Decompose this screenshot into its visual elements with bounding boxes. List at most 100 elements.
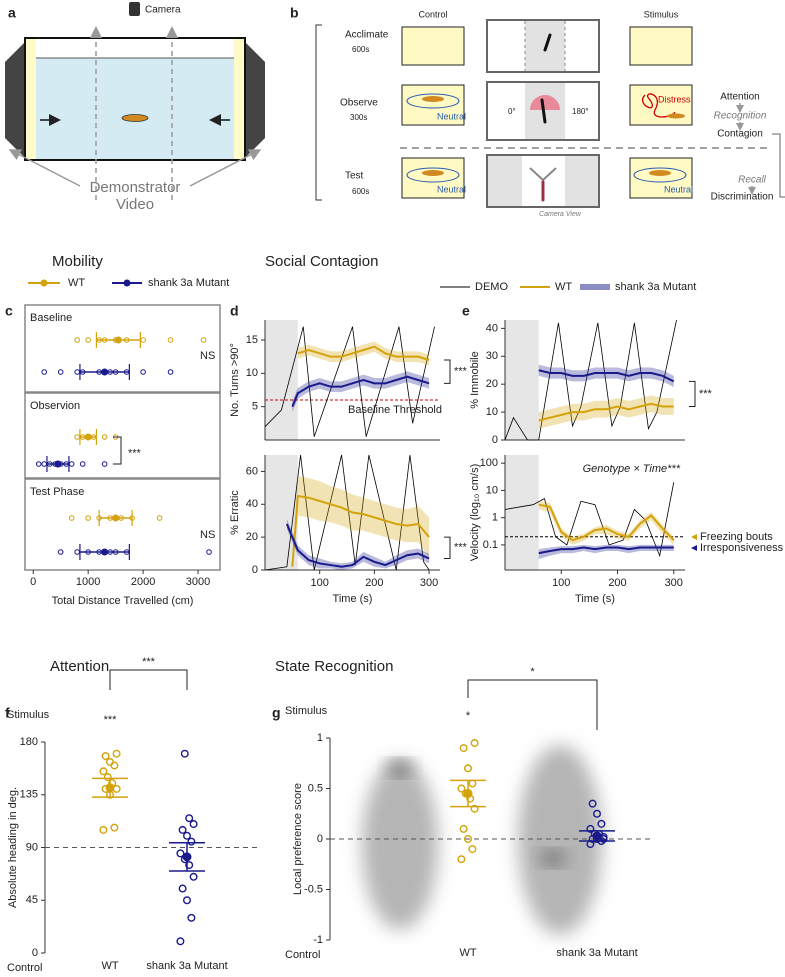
y-tick-label: 30	[486, 350, 498, 362]
panel-label: g	[272, 705, 281, 721]
data-point	[178, 825, 187, 834]
swim-path	[406, 167, 460, 183]
series-line	[504, 319, 677, 441]
bracket	[315, 24, 322, 201]
legend-swatch	[123, 279, 131, 287]
y-tick-label: 15	[246, 334, 258, 346]
y-tick-label: 135	[20, 789, 38, 801]
data-point	[74, 549, 80, 555]
data-point	[187, 837, 196, 846]
density-cloud	[518, 745, 602, 935]
y-tick-label: 0	[32, 947, 38, 959]
data-point	[57, 369, 64, 375]
category-label: shank 3a Mutant	[556, 947, 637, 959]
screen-strip	[26, 39, 36, 159]
x-tick-label: 0	[30, 576, 36, 588]
legend-label: DEMO	[475, 281, 508, 293]
y-axis-label: % Erratic	[229, 490, 241, 535]
x-tick-label: 2000	[131, 576, 155, 588]
legend-label: WT	[68, 277, 85, 289]
significance-label: ***	[142, 656, 156, 668]
mean-marker	[463, 789, 473, 799]
stage-label: Recognition	[714, 111, 767, 122]
panel-frame	[24, 478, 221, 571]
x-tick-label: 3000	[186, 576, 210, 588]
mean-marker	[592, 831, 602, 841]
y-tick-label: 40	[246, 498, 258, 510]
y-tick-label: 0.5	[308, 782, 323, 794]
marker-label: Irresponsiveness	[700, 542, 784, 554]
screen-box	[629, 84, 693, 126]
data-point	[187, 913, 196, 922]
error-band	[538, 395, 674, 429]
arrow	[772, 133, 785, 198]
x-tick-label: 200	[365, 577, 383, 589]
data-point	[468, 845, 477, 854]
row-label: Stimulus	[285, 705, 328, 717]
data-point	[206, 549, 212, 555]
significance-bracket	[113, 436, 122, 465]
section-title: Mobility	[52, 253, 103, 270]
y-tick-label: 1	[317, 732, 323, 744]
mean-marker	[54, 460, 62, 468]
mean-marker	[84, 433, 92, 441]
swim-path	[406, 93, 460, 109]
data-point	[156, 515, 163, 521]
panel-frame	[24, 304, 221, 393]
arrow	[8, 149, 81, 187]
panel-label: c	[5, 303, 13, 319]
water	[26, 58, 244, 159]
data-point	[588, 799, 597, 808]
phase-duration: 600s	[352, 45, 369, 54]
data-point	[182, 831, 191, 840]
angle-label: 180°	[572, 107, 589, 116]
mean-marker	[101, 368, 109, 376]
x-tick-label: 200	[608, 577, 626, 589]
significance-label: ***	[454, 366, 468, 378]
neutral-label: Neutral	[437, 111, 466, 121]
data-point	[180, 749, 189, 758]
y-tick-label: 45	[26, 894, 38, 906]
data-point	[101, 434, 108, 440]
phase-duration: 300s	[350, 113, 367, 122]
fish	[422, 96, 444, 102]
data-point	[35, 461, 42, 467]
y-tick-label: 20	[486, 378, 498, 390]
panel-label: b	[290, 5, 299, 21]
y-tick-label: 5	[252, 401, 258, 413]
error-band	[292, 476, 430, 570]
series-line	[538, 369, 675, 383]
data-point	[464, 835, 473, 844]
data-point	[457, 784, 466, 793]
screen-box	[401, 26, 465, 66]
protocol-schematic: Acclimate 600s Observe 300s Test 600s Co…	[315, 9, 785, 218]
fish	[422, 170, 444, 176]
data-point	[470, 804, 479, 813]
y-tick-label: 10	[486, 484, 498, 496]
panel-label: a	[8, 5, 16, 21]
distress-path	[642, 93, 676, 118]
series-line	[264, 454, 430, 571]
data-point	[85, 337, 91, 343]
arena-zone	[488, 156, 522, 206]
data-point	[176, 849, 185, 858]
category-label: WT	[459, 947, 476, 959]
data-point	[112, 749, 121, 758]
y-tick-label: -1	[313, 934, 323, 946]
category-label: WT	[101, 960, 118, 972]
data-point	[74, 434, 80, 440]
significance-bracket	[689, 380, 696, 408]
arrow	[189, 149, 262, 187]
phase-duration: 600s	[352, 187, 369, 196]
data-point	[57, 549, 64, 555]
data-point	[459, 744, 468, 753]
data-point	[74, 337, 80, 343]
stage-label: Contagion	[717, 129, 763, 140]
data-point	[178, 884, 187, 893]
error-band	[292, 371, 430, 412]
x-tick-label: 300	[420, 577, 438, 589]
panel-title: Test Phase	[30, 486, 84, 498]
panel-label: e	[462, 303, 470, 319]
screen-right	[245, 42, 265, 158]
